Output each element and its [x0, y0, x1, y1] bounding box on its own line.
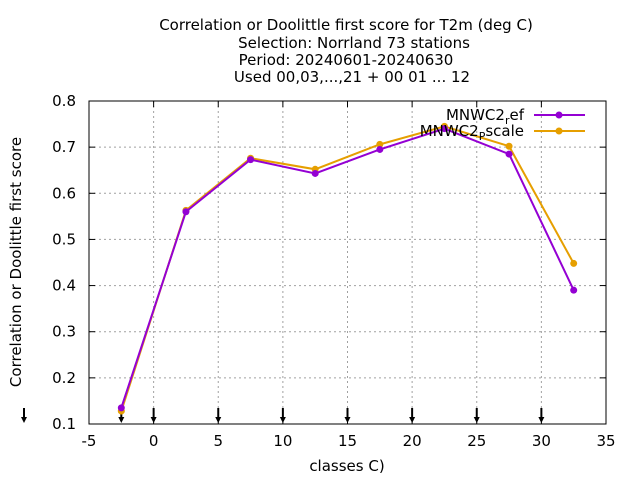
legend-ref-main: MNWC2	[446, 106, 505, 124]
class-marker-head	[538, 417, 545, 423]
x-tick-label: 0	[149, 432, 159, 450]
series	[117, 122, 578, 415]
series-point-0	[117, 404, 125, 412]
chart-title: Correlation or Doolittle first score for…	[159, 16, 533, 86]
series-point-0	[505, 150, 513, 158]
series-point-0	[182, 208, 190, 216]
x-tick-label: 10	[273, 432, 292, 450]
series-point-0	[440, 125, 448, 133]
series-line-0	[120, 127, 575, 409]
title-line-4: Used 00,03,...,21 + 00 01 ... 12	[234, 68, 470, 86]
y-tick-label: 0.1	[52, 415, 76, 433]
legend-label-ref: MNWC2ref	[446, 106, 525, 127]
y-tick-label: 0.2	[52, 369, 76, 387]
y-tick-label: 0.4	[52, 277, 76, 295]
series-point-1	[376, 140, 384, 148]
y-tick-label: 0.8	[52, 92, 76, 110]
class-marker-head	[279, 417, 286, 423]
series-point-0	[376, 145, 384, 153]
legend-marker-1	[555, 127, 563, 135]
x-tick-label: 15	[338, 432, 357, 450]
class-marker-head	[118, 417, 125, 423]
y-tick-labels: 0.1 0.2 0.3 0.4 0.5 0.6 0.7 0.8	[52, 92, 76, 433]
class-marker-head	[409, 417, 416, 423]
x-tick-label: 35	[596, 432, 615, 450]
y-axis-label: Correlation or Doolittle first score	[7, 137, 25, 387]
y-tick-label: 0.3	[52, 323, 76, 341]
title-line-3: Period: 20240601-20240630	[239, 51, 454, 69]
y-tick-label: 0.6	[52, 184, 76, 202]
legend-scale-tail: scale	[485, 122, 524, 140]
legend-marker-0	[555, 111, 563, 119]
x-tick-label: 25	[467, 432, 486, 450]
series-point-1	[505, 142, 513, 150]
class-marker-head	[473, 417, 480, 423]
x-tick-label: -5	[82, 432, 97, 450]
x-tick-label: 30	[532, 432, 551, 450]
series-point-0	[311, 169, 319, 177]
legend-ref-tail: ef	[509, 106, 524, 124]
x-axis-label: classes C)	[309, 457, 384, 475]
class-marker-head	[215, 417, 222, 423]
x-tick-label: 5	[213, 432, 223, 450]
legend-scale-main: MNWC2	[420, 122, 479, 140]
legend-scale-sub: P	[479, 130, 486, 143]
series-line-1	[120, 125, 575, 412]
x-tick-label: 20	[403, 432, 422, 450]
title-line-2: Selection: Norrland 73 stations	[238, 34, 470, 52]
x-tick-labels: -5 0 5 10 15 20 25 30 35	[82, 432, 616, 450]
legend: MNWC2ref MNWC2Pscale	[420, 106, 585, 143]
class-marker-head	[150, 417, 157, 423]
legend-label-scale: MNWC2Pscale	[420, 122, 524, 143]
class-marker-head	[21, 417, 27, 423]
class-marker-head	[344, 417, 351, 423]
title-line-1: Correlation or Doolittle first score for…	[159, 16, 533, 34]
y-tick-label: 0.7	[52, 138, 76, 156]
grid	[89, 101, 606, 424]
series-point-0	[570, 286, 578, 294]
series-point-0	[247, 156, 255, 164]
y-tick-label: 0.5	[52, 230, 76, 248]
class-markers	[21, 408, 545, 423]
legend-ref-sub: r	[505, 114, 510, 127]
series-point-1	[570, 259, 578, 267]
